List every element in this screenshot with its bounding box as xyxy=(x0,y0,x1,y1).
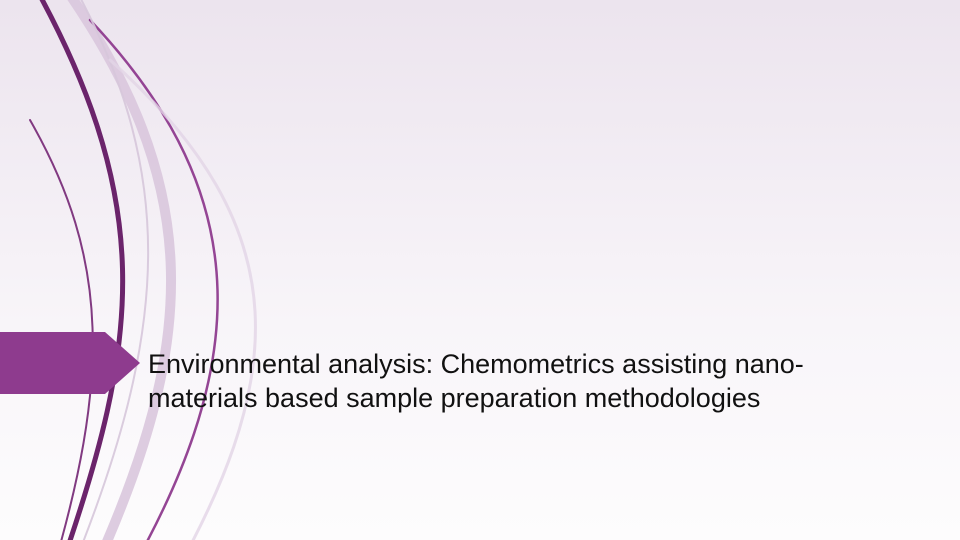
slide-title: Environmental analysis: Chemometrics ass… xyxy=(148,348,908,416)
decorative-curves xyxy=(0,0,960,540)
title-line-1: Environmental analysis: Chemometrics ass… xyxy=(148,348,908,382)
accent-arrow-shape xyxy=(0,332,140,394)
slide: Environmental analysis: Chemometrics ass… xyxy=(0,0,960,540)
title-line-2: materials based sample preparation metho… xyxy=(148,382,908,416)
